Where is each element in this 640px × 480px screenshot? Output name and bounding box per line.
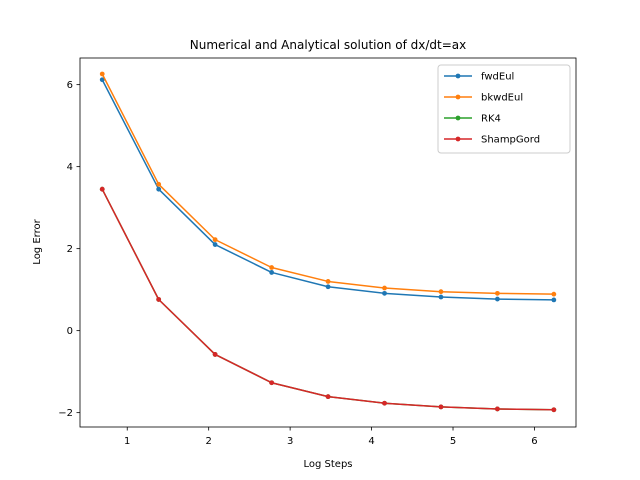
data-point xyxy=(325,284,331,290)
x-tick-label: 4 xyxy=(368,436,374,447)
series-shampgord xyxy=(99,186,557,413)
y-tick-label: 0 xyxy=(67,326,73,337)
data-point xyxy=(438,294,444,300)
legend-label: ShampGord xyxy=(481,135,540,146)
legend-marker xyxy=(455,115,461,121)
data-point xyxy=(382,400,387,406)
legend: fwdEul bkwdEul RK4 ShampGord xyxy=(437,64,571,154)
legend-label: bkwdEul xyxy=(481,93,523,104)
legend-marker xyxy=(455,136,461,142)
data-point xyxy=(99,186,105,192)
legend-item: bkwdEul xyxy=(444,93,523,104)
data-point xyxy=(156,181,162,187)
data-point xyxy=(212,242,218,247)
series-fwdeul xyxy=(99,77,557,303)
legend-marker xyxy=(455,94,461,100)
data-point xyxy=(382,290,387,296)
legend-marker xyxy=(455,73,461,79)
y-tick-label: 6 xyxy=(67,80,73,91)
data-point xyxy=(551,407,557,413)
data-point xyxy=(212,352,218,357)
chart-title: Numerical and Analytical solution of dx/… xyxy=(190,38,466,52)
data-point xyxy=(269,270,275,275)
series-line xyxy=(101,188,554,411)
data-point xyxy=(382,285,387,291)
x-axis: 1 2 3 4 5 6 xyxy=(124,427,538,447)
data-point xyxy=(156,297,162,302)
series-line xyxy=(101,188,554,411)
y-axis: −2 0 2 4 6 xyxy=(58,80,80,419)
data-point xyxy=(325,279,331,284)
plot-area xyxy=(79,57,577,428)
legend-item: ShampGord xyxy=(444,135,540,146)
series-bkwdeul xyxy=(99,71,557,297)
x-tick-label: 1 xyxy=(124,436,130,447)
y-tick-label: 2 xyxy=(67,244,73,255)
data-point xyxy=(325,394,331,400)
data-point xyxy=(438,404,444,410)
x-tick-label: 3 xyxy=(287,436,293,447)
x-tick-label: 5 xyxy=(450,436,456,447)
data-point xyxy=(269,380,275,386)
y-axis-label: Log Error xyxy=(32,218,43,264)
legend-item: RK4 xyxy=(444,114,501,125)
legend-box xyxy=(437,64,571,154)
data-point xyxy=(551,297,557,303)
x-tick-label: 2 xyxy=(205,436,211,447)
legend-label: RK4 xyxy=(481,114,501,125)
data-point xyxy=(495,296,500,302)
data-point xyxy=(495,290,500,296)
data-point xyxy=(495,406,500,412)
x-axis-label: Log Steps xyxy=(303,459,352,470)
data-point xyxy=(551,291,557,297)
y-tick-label: 4 xyxy=(67,162,73,173)
data-point xyxy=(212,237,218,243)
data-point xyxy=(269,265,275,270)
series-rk4 xyxy=(99,186,557,413)
data-point xyxy=(99,71,105,77)
legend-item: fwdEul xyxy=(444,72,514,83)
series-layer xyxy=(99,71,557,413)
data-point xyxy=(156,186,162,192)
x-tick-label: 6 xyxy=(531,436,537,447)
data-point xyxy=(438,289,444,295)
legend-label: fwdEul xyxy=(481,72,514,83)
y-tick-label: −2 xyxy=(58,408,73,419)
data-point xyxy=(99,77,105,83)
